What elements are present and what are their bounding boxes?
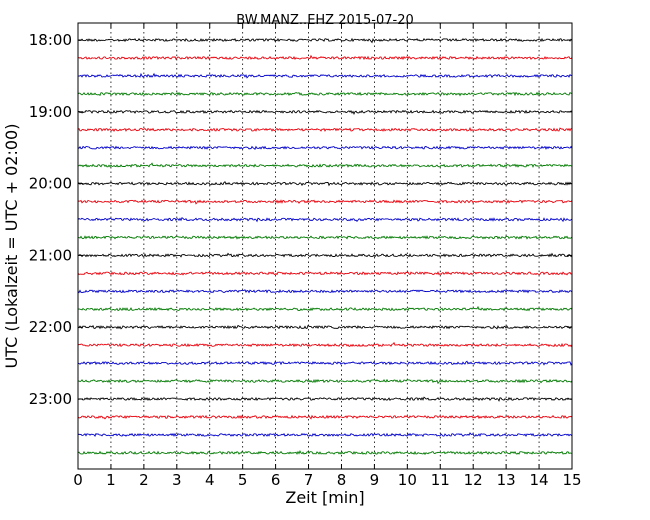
x-tick-label: 13: [497, 471, 516, 489]
trace-row: [77, 305, 573, 312]
x-tick-label: 5: [238, 471, 248, 489]
trace-row: [77, 289, 573, 294]
trace-row: [77, 145, 573, 151]
trace-row: [77, 378, 573, 385]
vertical-gridlines: [110, 23, 540, 469]
y-tick-label: 21:00: [29, 246, 72, 264]
trace-row: [77, 162, 573, 168]
trace-row: [77, 271, 573, 276]
x-tick-label: 6: [271, 471, 281, 489]
x-tick-label: 9: [370, 471, 380, 489]
x-tick-label: 7: [304, 471, 314, 489]
trace-row: [77, 432, 573, 438]
x-tick-label: 8: [337, 471, 347, 489]
x-tick-label: 11: [431, 471, 450, 489]
trace-row: [77, 414, 573, 420]
x-axis-label: Zeit [min]: [285, 488, 364, 507]
x-tick-label: 15: [562, 471, 581, 489]
trace-row: [77, 181, 573, 187]
seismogram-traces: [77, 37, 573, 456]
trace-row: [77, 199, 573, 205]
x-tick-labels: 0 1 2 3 4 5 6 7 8 9 10 11 12 13 14 15: [73, 471, 581, 489]
trace-row: [77, 324, 573, 330]
y-axis-label: UTC (Lokalzeit = UTC + 02:00): [2, 124, 21, 369]
trace-row: [77, 450, 573, 456]
y-tick-label: 19:00: [29, 103, 72, 121]
trace-row: [77, 54, 573, 61]
x-tick-label: 2: [139, 471, 149, 489]
trace-row: [77, 252, 573, 258]
x-tick-label: 1: [106, 471, 116, 489]
trace-row: [77, 396, 573, 402]
chart-title: BW.MANZ..EHZ 2015-07-20: [236, 13, 414, 28]
x-tick-label: 10: [398, 471, 417, 489]
x-tick-label: 0: [73, 471, 83, 489]
axis-ticks: [77, 23, 573, 469]
y-tick-labels: 18:00 19:00 20:00 21:00 22:00 23:00: [29, 31, 72, 408]
x-tick-label: 3: [172, 471, 182, 489]
trace-row: [77, 72, 573, 79]
trace-row: [77, 360, 573, 366]
y-tick-label: 22:00: [29, 318, 72, 336]
trace-row: [77, 235, 573, 240]
trace-row: [77, 109, 573, 115]
y-tick-label: 18:00: [29, 31, 72, 49]
y-tick-label: 23:00: [29, 390, 72, 408]
x-tick-label: 12: [464, 471, 483, 489]
trace-row: [77, 37, 573, 44]
trace-row: [77, 216, 573, 223]
plot-frame: [77, 22, 573, 470]
trace-row: [77, 126, 573, 132]
trace-row: [77, 91, 573, 97]
y-tick-label: 20:00: [29, 175, 72, 193]
x-tick-label: 14: [530, 471, 549, 489]
trace-row: [77, 341, 573, 348]
x-tick-label: 4: [205, 471, 215, 489]
